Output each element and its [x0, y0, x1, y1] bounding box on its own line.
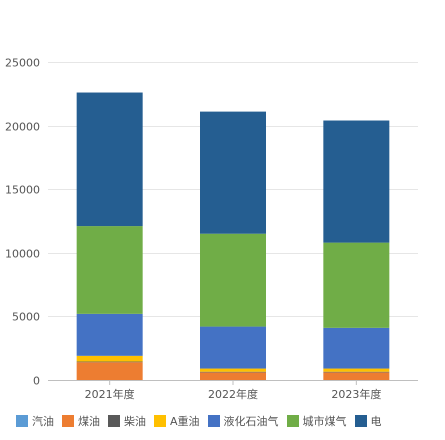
- legend-swatch: [207, 415, 220, 427]
- legend-item[interactable]: 柴油: [108, 413, 146, 429]
- x-tick-label: 2021年度: [85, 387, 135, 401]
- bar-segment: [323, 242, 390, 328]
- bar-segment: [76, 355, 143, 362]
- legend-label: 城市煤气: [302, 415, 347, 428]
- y-tick-label: 10000: [5, 248, 40, 261]
- bar-segment: [200, 368, 266, 372]
- legend-label: A重油: [170, 415, 200, 428]
- bar-segment: [76, 313, 143, 356]
- bar-segment: [76, 226, 143, 314]
- legend-label: 电: [370, 415, 382, 428]
- legend-item[interactable]: 煤油: [62, 413, 100, 429]
- stacked-bar-chart: 0 5000 10000 15000 20000 25000 2021年度 2022年度 202…: [5, 57, 418, 401]
- legend: 汽油 煤油 柴油 A重油 液化石油气 城市煤气 电: [16, 413, 441, 429]
- bar-segment: [323, 368, 390, 372]
- legend-label: 液化石油气: [223, 415, 279, 428]
- legend-swatch: [154, 415, 166, 427]
- bar-segment: [323, 372, 390, 380]
- bar-segment: [76, 92, 143, 227]
- legend-swatch: [108, 415, 120, 427]
- bar-segment: [200, 326, 266, 369]
- legend-label: 煤油: [78, 415, 100, 428]
- y-tick-label: 15000: [5, 184, 40, 197]
- legend-label: 汽油: [32, 415, 54, 428]
- legend-item[interactable]: 城市煤气: [286, 413, 347, 429]
- bar-segment: [200, 111, 266, 234]
- legend-item[interactable]: A重油: [154, 413, 200, 429]
- bar-segment: [76, 361, 143, 363]
- legend-label: 柴油: [124, 415, 146, 428]
- x-tick-label: 2023年度: [331, 387, 381, 401]
- y-tick-label: 5000: [12, 311, 40, 324]
- legend-swatch: [62, 415, 74, 427]
- legend-item[interactable]: 液化石油气: [207, 413, 279, 429]
- bars: [76, 92, 390, 380]
- bar-segment: [200, 372, 266, 380]
- bar-segment: [76, 362, 143, 380]
- bar-segment: [200, 233, 266, 327]
- legend-swatch: [16, 415, 28, 427]
- y-tick-label: 25000: [5, 57, 40, 70]
- bar-segment: [323, 327, 390, 369]
- bar-segment: [200, 371, 266, 373]
- axes: 0 5000 10000 15000 20000 25000 2021年度 2022年度 202…: [5, 57, 418, 401]
- legend-item[interactable]: 电: [354, 413, 382, 429]
- bar-segment: [323, 371, 390, 373]
- legend-item[interactable]: 汽油: [16, 413, 54, 429]
- x-tick-label: 2022年度: [208, 387, 258, 401]
- y-tick-label: 0: [33, 375, 40, 388]
- legend-swatch: [354, 415, 367, 427]
- bar-segment: [323, 120, 390, 243]
- y-tick-label: 20000: [5, 121, 40, 134]
- legend-swatch: [286, 415, 299, 427]
